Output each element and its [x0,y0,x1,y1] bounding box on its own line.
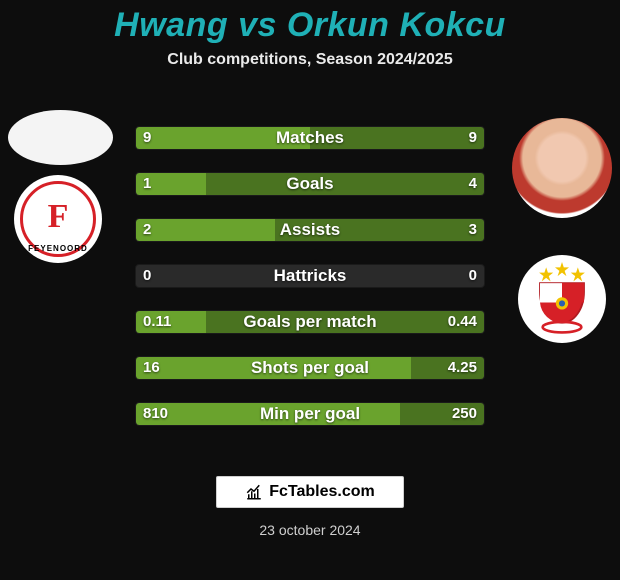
stat-value-right: 0.44 [440,310,485,334]
stat-value-right: 4.25 [440,356,485,380]
stat-row: Goals1 4 [135,164,485,204]
player-right-photo [512,118,612,218]
footer-date: 23 october 2024 [0,522,620,538]
stat-value-left: 2 [135,218,159,242]
stat-label: Goals per match [135,310,485,334]
stat-row: Assists2 3 [135,210,485,250]
stat-value-left: 16 [135,356,168,380]
branding-text: FcTables.com [269,483,375,501]
stat-value-right: 9 [461,126,485,150]
stat-label: Hattricks [135,264,485,288]
stat-value-right: 4 [461,172,485,196]
stat-row: Shots per goal16 4.25 [135,348,485,388]
branding-badge: FcTables.com [216,476,404,508]
stat-label: Shots per goal [135,356,485,380]
stat-label: Assists [135,218,485,242]
stat-value-right: 0 [461,264,485,288]
badge-left-text: FEYENOORD [14,244,102,253]
stat-value-right: 250 [444,402,485,426]
stats-table: Matches9 9 Goals1 4 Assists2 3 Hattricks0 0 Goal… [135,118,485,440]
stat-label: Min per goal [135,402,485,426]
stat-label: Goals [135,172,485,196]
stat-row: Goals per match0.11 0.44 [135,302,485,342]
stat-value-left: 1 [135,172,159,196]
club-badge-right [518,255,606,343]
page-title: Hwang vs Orkun Kokcu [0,0,620,45]
stat-label: Matches [135,126,485,150]
club-badge-left: FEYENOORD [14,175,102,263]
footer: FcTables.com [0,476,620,508]
stat-row: Matches9 9 [135,118,485,158]
stat-value-left: 9 [135,126,159,150]
stat-row: Min per goal810 250 [135,394,485,434]
page-subtitle: Club competitions, Season 2024/2025 [0,51,620,69]
player-left-photo [8,110,113,165]
stat-value-left: 810 [135,402,176,426]
stat-value-left: 0 [135,264,159,288]
stat-row: Hattricks0 0 [135,256,485,296]
stat-value-left: 0.11 [135,310,179,334]
stat-value-right: 3 [461,218,485,242]
chart-icon [245,483,263,501]
